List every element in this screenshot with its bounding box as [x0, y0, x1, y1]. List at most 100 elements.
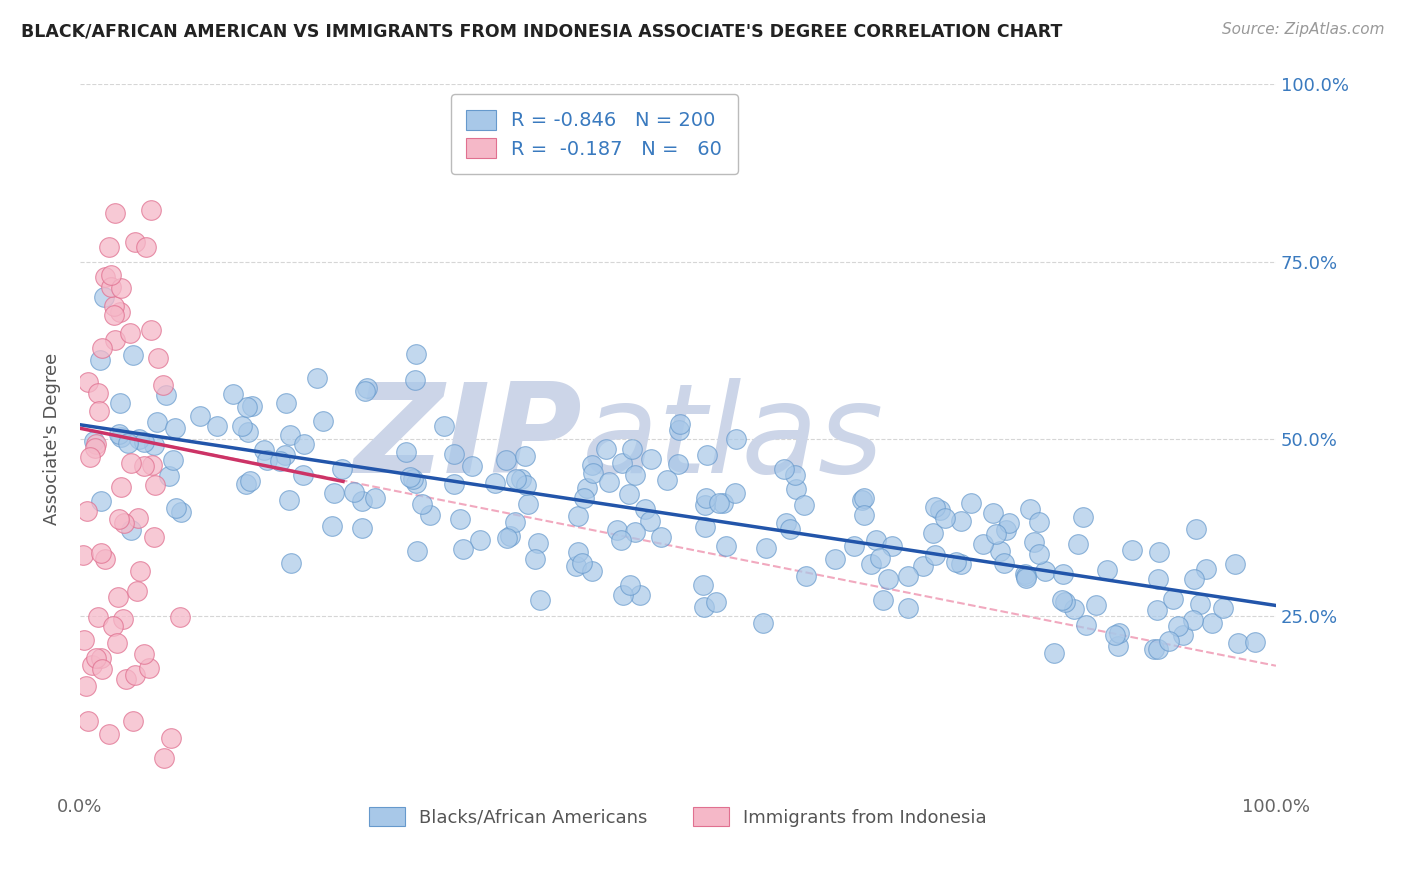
Point	[1052, 593, 1074, 607]
Point	[1173, 628, 1195, 642]
Point	[1019, 502, 1042, 516]
Point	[222, 387, 245, 401]
Point	[76, 375, 98, 389]
Point	[619, 487, 641, 501]
Point	[779, 522, 801, 536]
Point	[949, 515, 972, 529]
Point	[571, 556, 593, 570]
Point	[1095, 563, 1118, 577]
Point	[127, 511, 149, 525]
Point	[231, 419, 253, 434]
Point	[993, 557, 1015, 571]
Point	[853, 508, 876, 523]
Point	[1201, 616, 1223, 631]
Point	[882, 539, 904, 553]
Point	[129, 564, 152, 578]
Point	[574, 491, 596, 505]
Point	[783, 468, 806, 483]
Point	[495, 452, 517, 467]
Point	[1063, 602, 1085, 616]
Point	[404, 373, 426, 387]
Point	[141, 458, 163, 472]
Point	[725, 432, 748, 446]
Point	[752, 615, 775, 630]
Point	[350, 521, 373, 535]
Point	[76, 504, 98, 518]
Point	[87, 610, 110, 624]
Point	[860, 557, 883, 571]
Point	[94, 552, 117, 566]
Point	[240, 399, 263, 413]
Point	[1107, 639, 1129, 653]
Point	[93, 289, 115, 303]
Point	[108, 396, 131, 410]
Point	[169, 610, 191, 624]
Point	[505, 472, 527, 486]
Point	[1028, 548, 1050, 562]
Point	[785, 482, 807, 496]
Point	[1054, 595, 1077, 609]
Point	[152, 377, 174, 392]
Point	[515, 478, 537, 492]
Point	[108, 426, 131, 441]
Point	[695, 491, 717, 505]
Point	[582, 467, 605, 481]
Point	[93, 269, 115, 284]
Point	[143, 438, 166, 452]
Point	[724, 486, 747, 500]
Point	[98, 240, 121, 254]
Point	[716, 539, 738, 553]
Legend: Blacks/African Americans, Immigrants from Indonesia: Blacks/African Americans, Immigrants fro…	[361, 800, 994, 834]
Point	[112, 516, 135, 530]
Point	[274, 396, 297, 410]
Point	[343, 485, 366, 500]
Point	[997, 516, 1019, 531]
Point	[513, 450, 536, 464]
Point	[356, 381, 378, 395]
Point	[256, 453, 278, 467]
Point	[79, 450, 101, 465]
Point	[1067, 537, 1090, 551]
Point	[405, 544, 427, 558]
Point	[565, 559, 588, 574]
Point	[1143, 642, 1166, 657]
Point	[1033, 565, 1056, 579]
Point	[1014, 566, 1036, 581]
Point	[239, 474, 262, 488]
Point	[567, 509, 589, 524]
Point	[470, 533, 492, 548]
Point	[1146, 642, 1168, 657]
Point	[872, 593, 894, 607]
Point	[165, 501, 187, 516]
Point	[141, 323, 163, 337]
Point	[453, 542, 475, 557]
Point	[75, 680, 97, 694]
Point	[120, 326, 142, 341]
Point	[443, 476, 465, 491]
Point	[90, 494, 112, 508]
Point	[995, 523, 1018, 537]
Point	[606, 523, 628, 537]
Point	[877, 572, 900, 586]
Point	[924, 500, 946, 515]
Point	[620, 442, 643, 457]
Point	[1015, 571, 1038, 585]
Point	[623, 468, 645, 483]
Point	[108, 305, 131, 319]
Point	[120, 523, 142, 537]
Point	[598, 475, 620, 489]
Point	[84, 437, 107, 451]
Text: Source: ZipAtlas.com: Source: ZipAtlas.com	[1222, 22, 1385, 37]
Point	[138, 661, 160, 675]
Point	[696, 448, 718, 462]
Point	[1108, 625, 1130, 640]
Point	[122, 348, 145, 362]
Point	[132, 458, 155, 473]
Point	[236, 400, 259, 414]
Point	[322, 486, 344, 500]
Point	[395, 445, 418, 459]
Point	[1194, 562, 1216, 576]
Point	[842, 539, 865, 553]
Point	[950, 557, 973, 571]
Point	[112, 611, 135, 625]
